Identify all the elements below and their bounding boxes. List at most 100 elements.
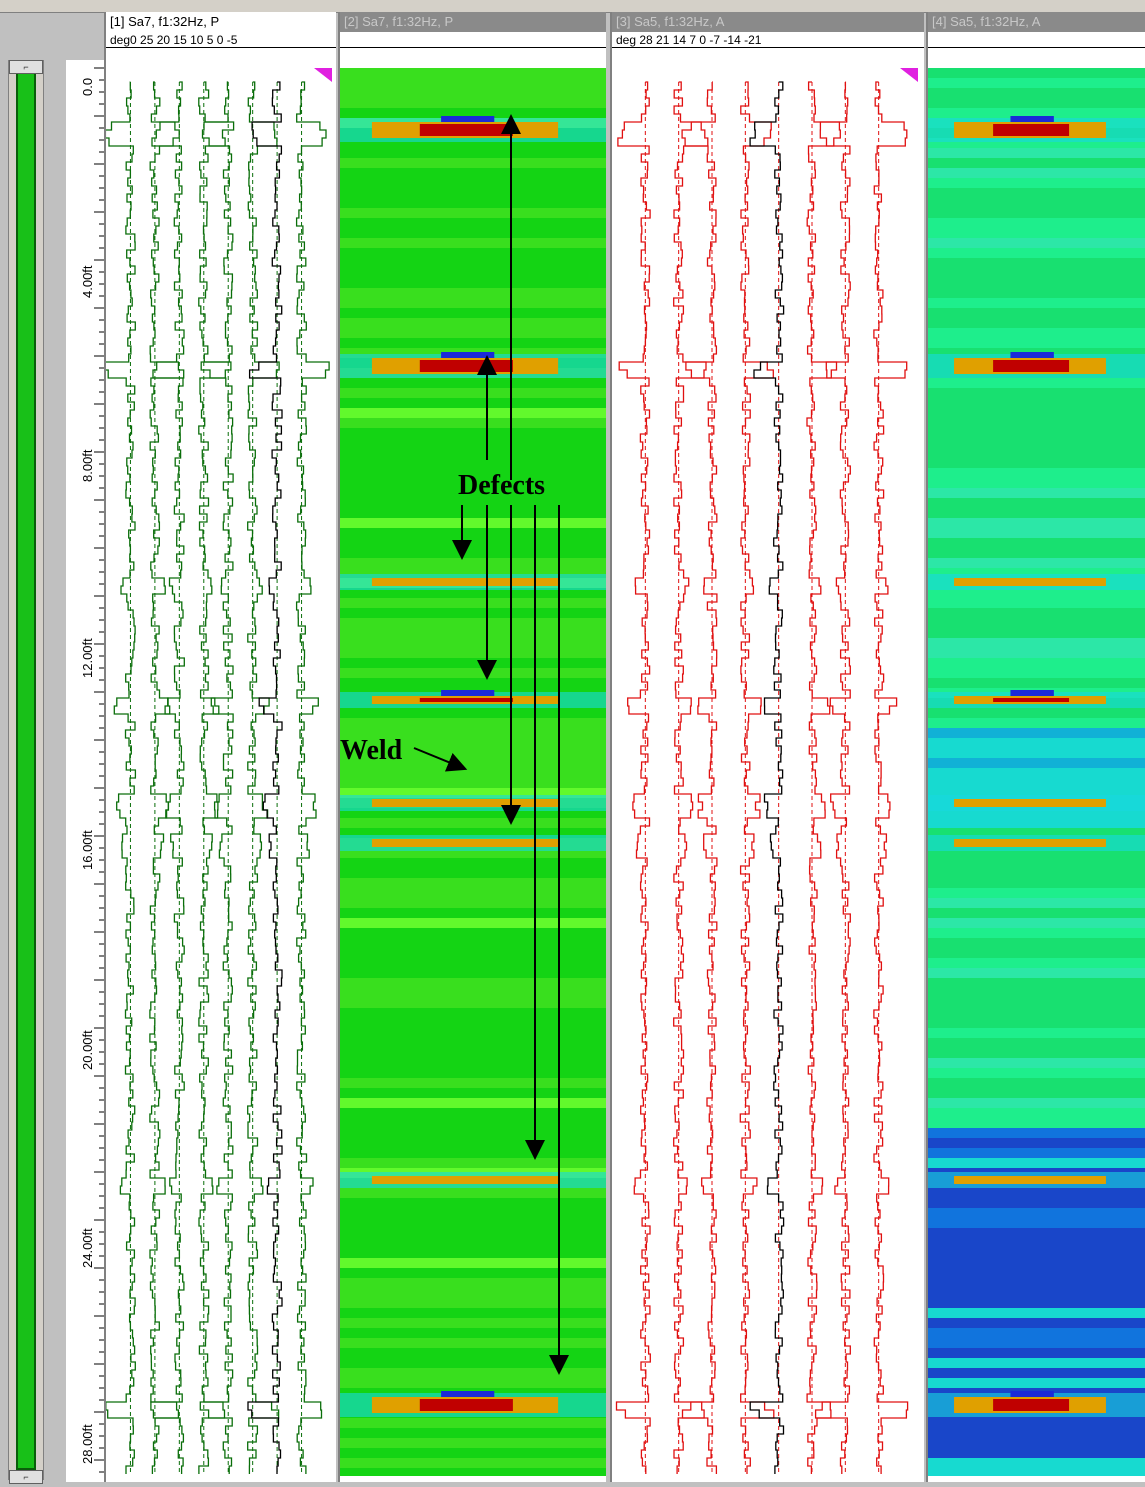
channel-3-traces	[615, 81, 909, 1474]
heatmap-band	[928, 1248, 1145, 1258]
signal-trace	[198, 81, 235, 1474]
signal-trace	[814, 81, 851, 1474]
heatmap-band	[928, 588, 1145, 598]
channel-2-title[interactable]: [2] Sa7, f1:32Hz, P	[340, 12, 606, 32]
channel-2-scale	[340, 32, 606, 48]
heatmap-band	[340, 158, 606, 168]
heatmap-band	[928, 1228, 1145, 1238]
heatmap-band	[928, 1138, 1145, 1148]
heatmap-band	[928, 1118, 1145, 1128]
heatmap-band	[928, 518, 1145, 528]
heatmap-band	[340, 978, 606, 988]
signal-trace	[681, 81, 718, 1474]
heatmap-peak-edge	[441, 690, 495, 696]
heatmap-band	[928, 1278, 1145, 1288]
scroll-bottom-handle[interactable]: ⌐	[9, 1470, 43, 1484]
channel-3-title[interactable]: [3] Sa5, f1:32Hz, A	[612, 12, 924, 32]
heatmap-band	[340, 98, 606, 108]
heatmap-peak	[419, 698, 513, 702]
heatmap-band	[928, 248, 1145, 258]
heatmap-band	[928, 558, 1145, 568]
heatmap-peak-edge	[441, 352, 495, 358]
heatmap-band	[928, 598, 1145, 608]
heatmap-band	[340, 768, 606, 778]
heatmap-hotspot	[371, 839, 559, 847]
heatmap-band	[340, 1278, 606, 1288]
signal-trace	[247, 81, 280, 1474]
heatmap-band	[928, 1028, 1145, 1038]
channel-4-title[interactable]: [4] Sa5, f1:32Hz, A	[928, 12, 1145, 32]
heatmap-band	[928, 1348, 1145, 1358]
heatmap-peak	[993, 1399, 1070, 1411]
heatmap-hotspot	[371, 1176, 559, 1184]
heatmap-band	[928, 218, 1145, 228]
heatmap-band	[340, 328, 606, 338]
heatmap-band	[340, 1188, 606, 1198]
heatmap-band	[928, 478, 1145, 488]
channel-3-panel[interactable]: [3] Sa5, f1:32Hz, A deg 28 21 14 7 0 -7 …	[610, 12, 924, 1482]
heatmap-band	[928, 228, 1145, 238]
heatmap-band	[928, 1318, 1145, 1328]
heatmap-band	[928, 648, 1145, 658]
scroll-top-handle[interactable]: ⌐	[9, 60, 43, 74]
heatmap-band	[928, 1158, 1145, 1168]
signal-trace	[673, 81, 709, 1474]
heatmap-band	[928, 298, 1145, 308]
heatmap-band	[928, 378, 1145, 388]
heatmap-band	[340, 298, 606, 308]
heatmap-peak	[993, 360, 1070, 372]
heatmap-band	[340, 748, 606, 758]
heatmap-band	[928, 138, 1145, 148]
heatmap-band	[928, 1068, 1145, 1078]
heatmap-band	[928, 108, 1145, 118]
heatmap-band	[340, 418, 606, 428]
heatmap-band	[340, 288, 606, 298]
heatmap-band	[340, 1368, 606, 1378]
channel-1-title[interactable]: [1] Sa7, f1:32Hz, P	[106, 12, 336, 32]
heatmap-peak-edge	[1010, 352, 1054, 358]
heatmap-band	[928, 958, 1145, 968]
heatmap-band	[340, 78, 606, 88]
heatmap-band	[928, 1418, 1145, 1428]
channel-1-panel[interactable]: [1] Sa7, f1:32Hz, P deg0 25 20 15 10 5 0…	[104, 12, 336, 1482]
heatmap-hotspot	[954, 839, 1106, 847]
heatmap-peak-edge	[441, 1391, 495, 1397]
heatmap-band	[340, 998, 606, 1008]
channel-4-scale	[928, 32, 1145, 48]
signal-trace	[295, 81, 330, 1474]
heatmap-band	[340, 758, 606, 768]
heatmap-band	[340, 1098, 606, 1108]
channel-2-panel[interactable]: [2] Sa7, f1:32Hz, P	[338, 12, 606, 1482]
marker-icon	[900, 68, 918, 82]
heatmap-band	[928, 918, 1145, 928]
heatmap-peak	[993, 124, 1070, 136]
heatmap-band	[340, 628, 606, 638]
heatmap-band	[340, 668, 606, 678]
heatmap-band	[928, 1458, 1145, 1468]
heatmap-band	[928, 1098, 1145, 1108]
heatmap-band	[928, 1358, 1145, 1368]
heatmap-band	[340, 238, 606, 248]
heatmap-hotspot	[954, 578, 1106, 586]
heatmap-band	[340, 1078, 606, 1088]
heatmap-band	[340, 1438, 606, 1448]
heatmap-band	[340, 898, 606, 908]
channel-4-panel[interactable]: [4] Sa5, f1:32Hz, A	[926, 12, 1145, 1482]
channel-3-scale: deg 28 21 14 7 0 -7 -14 -21	[612, 32, 924, 48]
defects-annotation: Defects	[458, 470, 546, 501]
heatmap-band	[928, 168, 1145, 178]
heatmap-band	[340, 718, 606, 728]
heatmap-band	[928, 1148, 1145, 1158]
channel-4-heatmap	[928, 68, 1145, 1476]
heatmap-band	[928, 568, 1145, 578]
heatmap-band	[928, 668, 1145, 678]
heatmap-band	[340, 738, 606, 748]
heatmap-band	[928, 758, 1145, 768]
heatmap-band	[340, 1458, 606, 1468]
heatmap-band	[928, 1218, 1145, 1228]
heatmap-band	[928, 718, 1145, 728]
signal-trace	[106, 81, 137, 1474]
heatmap-peak	[419, 1399, 513, 1411]
heatmap-band	[928, 1268, 1145, 1278]
heatmap-band	[340, 848, 606, 858]
